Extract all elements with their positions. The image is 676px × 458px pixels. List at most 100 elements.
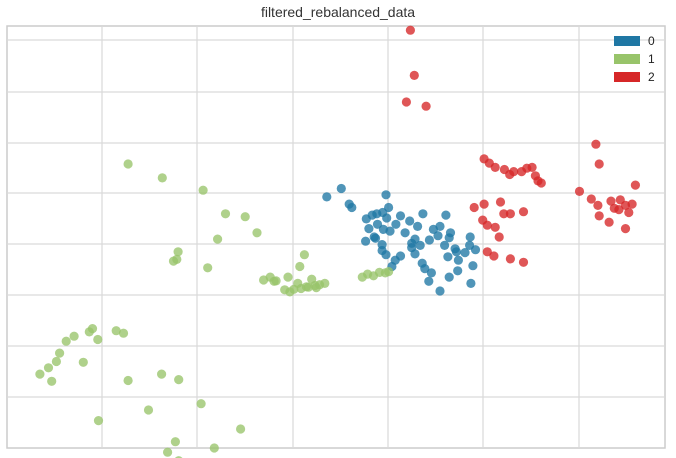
data-point-class-2	[536, 178, 546, 188]
data-point-class-0	[453, 255, 463, 265]
data-point-class-0	[470, 245, 481, 255]
gridlines	[7, 26, 665, 448]
data-point-class-2	[490, 222, 500, 232]
data-point-class-1	[43, 363, 54, 373]
data-point-class-1	[55, 348, 65, 358]
data-point-class-0	[418, 209, 428, 219]
data-point-class-0	[381, 190, 391, 200]
legend-swatch-2	[614, 72, 640, 82]
data-point-class-1	[143, 405, 154, 415]
data-point-class-1	[213, 234, 223, 244]
data-point-class-0	[382, 213, 392, 223]
data-point-class-1	[174, 375, 184, 385]
data-point-class-1	[311, 283, 321, 293]
data-point-class-2	[594, 211, 604, 221]
data-point-class-0	[372, 219, 383, 229]
data-point-class-2	[620, 224, 631, 234]
data-point-class-0	[468, 261, 478, 271]
data-point-class-0	[424, 276, 434, 286]
data-point-class-2	[421, 101, 431, 111]
data-point-class-1	[51, 356, 62, 367]
data-point-class-1	[157, 369, 167, 379]
data-point-class-0	[435, 221, 445, 231]
data-point-class-0	[364, 224, 374, 234]
data-point-class-2	[499, 209, 509, 219]
data-point-class-1	[111, 326, 121, 336]
data-point-class-2	[479, 199, 489, 209]
data-point-class-2	[624, 207, 634, 218]
data-point-class-1	[299, 250, 309, 260]
data-point-class-0	[361, 236, 371, 246]
data-point-class-2	[527, 162, 537, 172]
data-point-class-2	[482, 220, 492, 230]
data-point-class-1	[69, 331, 79, 341]
data-point-class-0	[443, 252, 453, 262]
legend-label-2: 2	[648, 70, 655, 84]
data-point-class-1	[196, 399, 206, 409]
data-point-class-0	[385, 226, 395, 236]
data-point-class-0	[405, 216, 415, 226]
data-point-class-0	[369, 232, 379, 242]
data-point-class-0	[453, 266, 463, 276]
data-point-class-2	[505, 254, 515, 264]
data-point-class-1	[236, 424, 246, 434]
data-point-class-1	[163, 447, 173, 457]
data-point-class-1	[384, 267, 394, 277]
data-point-class-2	[405, 25, 415, 35]
data-point-class-2	[409, 70, 419, 80]
data-point-class-0	[465, 232, 475, 242]
data-point-class-0	[426, 268, 436, 278]
data-point-class-0	[433, 231, 443, 241]
data-point-class-1	[320, 278, 330, 288]
data-point-class-0	[460, 248, 470, 258]
data-point-class-1	[363, 269, 373, 279]
data-point-class-1	[93, 416, 104, 426]
data-point-class-0	[444, 272, 454, 282]
data-point-class-0	[445, 228, 456, 238]
data-point-class-2	[586, 194, 596, 204]
data-point-class-2	[518, 257, 529, 267]
data-point-class-2	[490, 162, 500, 172]
data-point-class-0	[391, 219, 401, 229]
plot-area	[6, 25, 666, 449]
legend-label-0: 0	[648, 34, 655, 48]
data-point-class-1	[252, 228, 262, 238]
data-point-class-0	[400, 228, 410, 238]
data-point-class-0	[390, 255, 400, 265]
data-point-class-0	[413, 221, 423, 231]
data-point-class-1	[61, 336, 71, 346]
data-point-class-2	[482, 247, 492, 257]
chart-title: filtered_rebalanced_data	[260, 4, 416, 20]
legend: 0 1 2	[614, 34, 655, 84]
data-point-class-1	[93, 334, 103, 345]
data-point-class-0	[336, 183, 346, 194]
data-point-class-2	[594, 159, 604, 169]
data-point-class-1	[289, 284, 299, 294]
data-point-class-1	[35, 369, 45, 379]
data-point-class-1	[87, 324, 98, 334]
legend-swatch-0	[614, 36, 640, 46]
data-point-class-2	[574, 186, 585, 196]
data-point-class-1	[168, 256, 179, 266]
data-point-class-2	[469, 202, 479, 213]
data-point-class-1	[198, 185, 208, 195]
legend-label-1: 1	[648, 52, 655, 66]
data-point-class-2	[518, 207, 529, 217]
data-point-class-1	[209, 443, 219, 453]
data-point-class-2	[591, 139, 601, 149]
data-point-class-1	[123, 159, 133, 169]
data-point-class-0	[377, 245, 387, 256]
data-point-class-0	[435, 286, 445, 296]
data-point-class-0	[441, 210, 451, 220]
data-point-class-1	[374, 267, 384, 277]
data-points	[35, 25, 641, 458]
data-point-class-1	[283, 272, 293, 282]
data-point-class-2	[505, 209, 515, 219]
data-point-class-2	[489, 251, 499, 261]
data-point-class-2	[606, 196, 616, 206]
data-point-class-2	[627, 199, 637, 209]
data-point-class-1	[157, 173, 167, 183]
data-point-class-1	[47, 376, 57, 386]
data-point-class-2	[494, 232, 504, 242]
